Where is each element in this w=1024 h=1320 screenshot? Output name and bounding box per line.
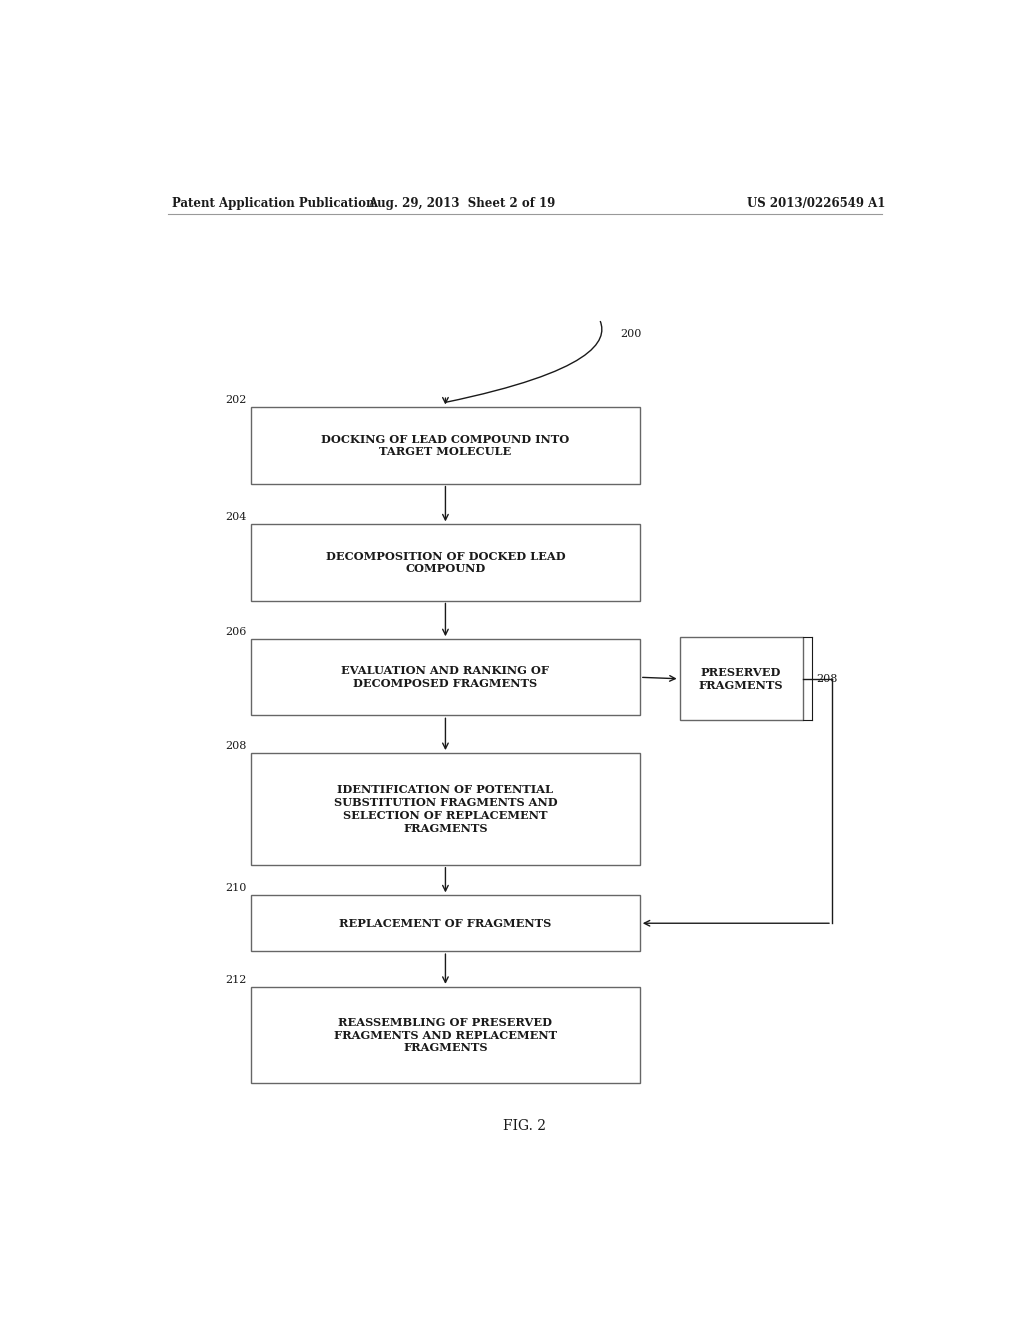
FancyBboxPatch shape	[251, 408, 640, 483]
FancyBboxPatch shape	[251, 524, 640, 601]
FancyBboxPatch shape	[251, 639, 640, 715]
Text: REASSEMBLING OF PRESERVED
FRAGMENTS AND REPLACEMENT
FRAGMENTS: REASSEMBLING OF PRESERVED FRAGMENTS AND …	[334, 1016, 557, 1053]
Text: 204: 204	[225, 512, 247, 523]
FancyBboxPatch shape	[251, 895, 640, 952]
Text: FIG. 2: FIG. 2	[504, 1119, 546, 1133]
FancyBboxPatch shape	[251, 752, 640, 865]
Text: 208: 208	[225, 741, 247, 751]
Text: DOCKING OF LEAD COMPOUND INTO
TARGET MOLECULE: DOCKING OF LEAD COMPOUND INTO TARGET MOL…	[322, 434, 569, 458]
Text: REPLACEMENT OF FRAGMENTS: REPLACEMENT OF FRAGMENTS	[339, 917, 552, 929]
Text: 200: 200	[620, 329, 641, 339]
Text: EVALUATION AND RANKING OF
DECOMPOSED FRAGMENTS: EVALUATION AND RANKING OF DECOMPOSED FRA…	[341, 665, 550, 689]
Text: US 2013/0226549 A1: US 2013/0226549 A1	[748, 197, 886, 210]
FancyBboxPatch shape	[251, 987, 640, 1084]
Text: 212: 212	[225, 974, 247, 985]
Text: 202: 202	[225, 396, 247, 405]
Text: 206: 206	[225, 627, 247, 638]
FancyBboxPatch shape	[680, 638, 803, 721]
Text: 208: 208	[816, 673, 838, 684]
Text: Aug. 29, 2013  Sheet 2 of 19: Aug. 29, 2013 Sheet 2 of 19	[368, 197, 555, 210]
Text: DECOMPOSITION OF DOCKED LEAD
COMPOUND: DECOMPOSITION OF DOCKED LEAD COMPOUND	[326, 550, 565, 574]
Text: PRESERVED
FRAGMENTS: PRESERVED FRAGMENTS	[698, 667, 783, 690]
Text: 210: 210	[225, 883, 247, 894]
Text: IDENTIFICATION OF POTENTIAL
SUBSTITUTION FRAGMENTS AND
SELECTION OF REPLACEMENT
: IDENTIFICATION OF POTENTIAL SUBSTITUTION…	[334, 784, 557, 834]
Text: Patent Application Publication: Patent Application Publication	[172, 197, 374, 210]
